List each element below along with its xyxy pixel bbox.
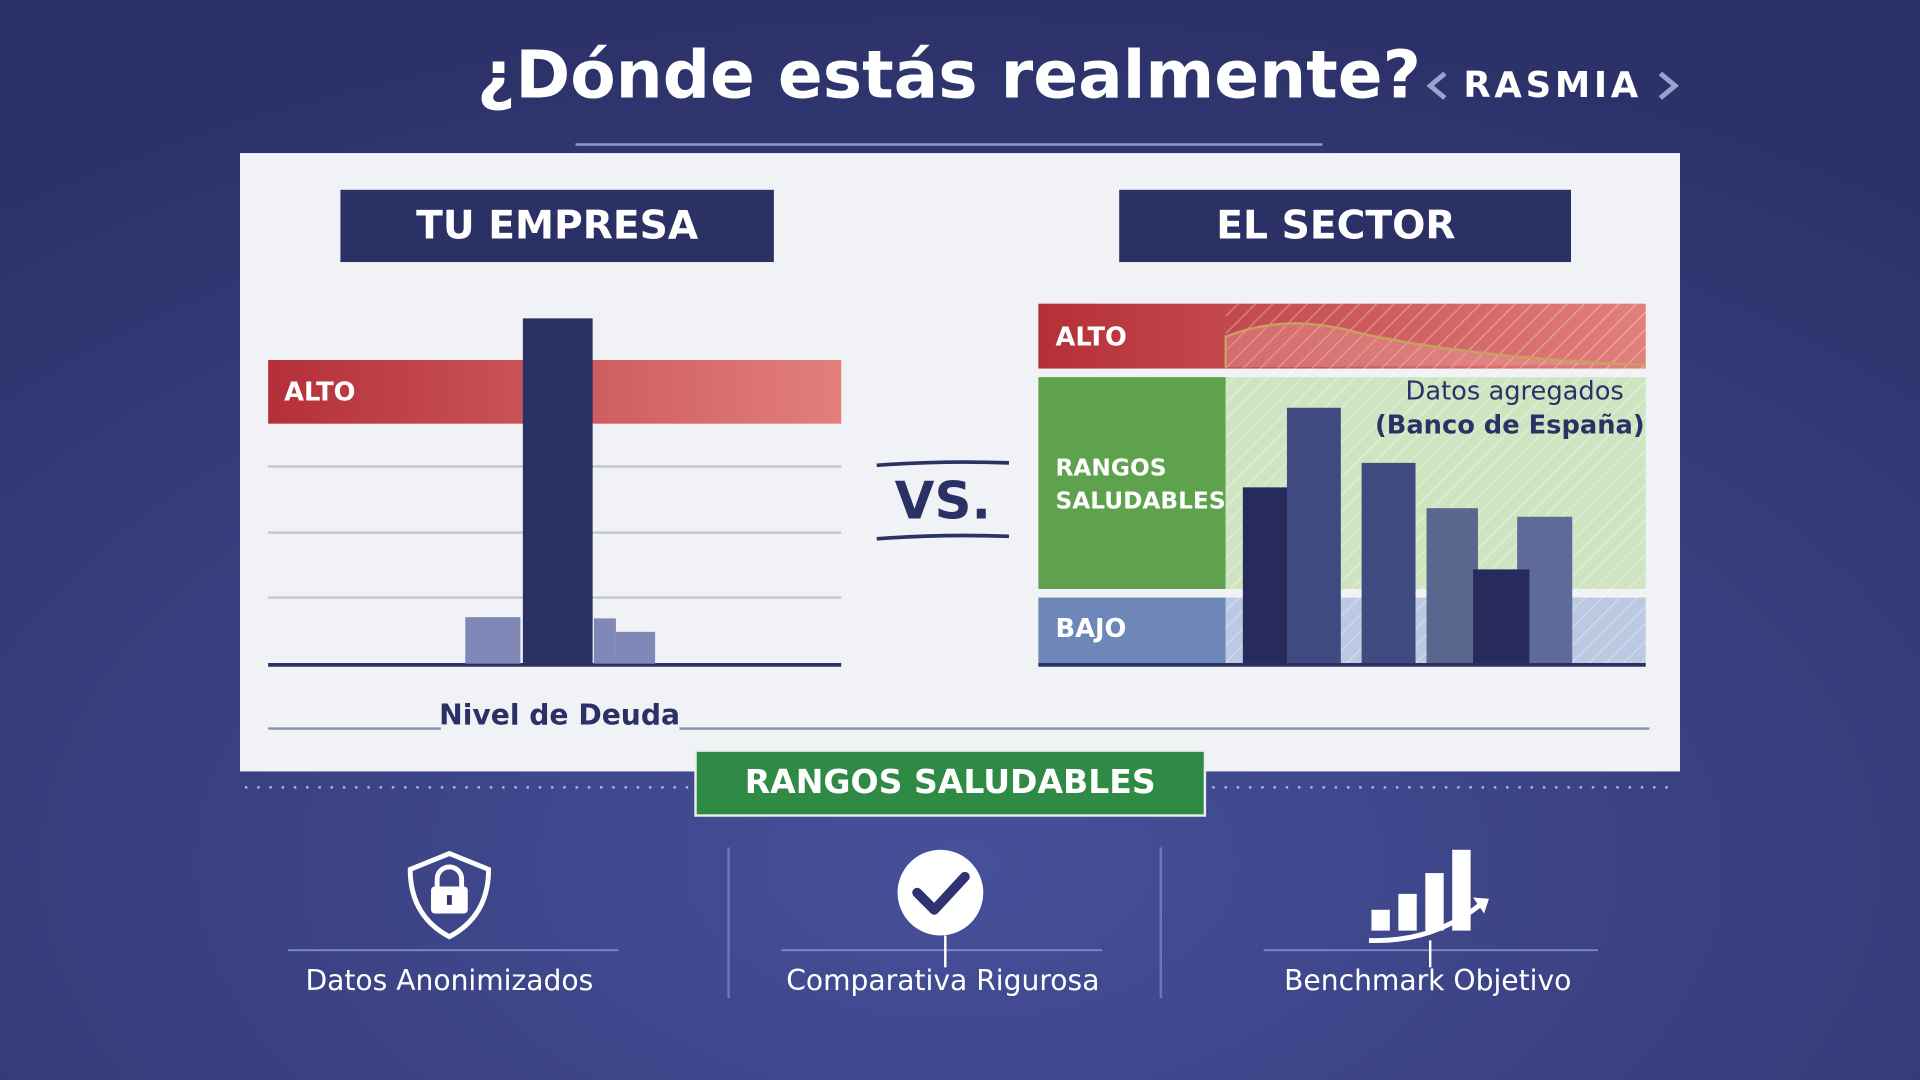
- feature-label: Benchmark Objetivo: [1284, 964, 1571, 997]
- title: ¿Dónde estás realmente?: [477, 37, 1421, 114]
- band-label: ALTO: [1056, 322, 1127, 352]
- shield-icon: [407, 850, 492, 940]
- band-label: RANGOS: [1056, 454, 1167, 481]
- company-bar: [522, 318, 593, 665]
- logo: RASMIA: [1463, 65, 1641, 106]
- feature-label: Comparativa Rigurosa: [786, 964, 1099, 997]
- healthy-band: [1038, 377, 1226, 589]
- right-header: [1119, 189, 1572, 263]
- sector-bars: [1242, 407, 1573, 665]
- right-title: EL SECTOR: [1216, 203, 1455, 248]
- band-label: ALTO: [284, 378, 355, 408]
- low-band: [1038, 597, 1226, 664]
- benchmark-icon: [1368, 849, 1489, 968]
- dividers: [727, 847, 1163, 998]
- vs: VS.: [895, 471, 991, 531]
- buildings: [465, 617, 656, 664]
- band-label: SALUDABLES: [1056, 488, 1226, 515]
- vs-rules: [876, 460, 1010, 541]
- banner: [694, 749, 1207, 817]
- feature-label: Datos Anonimizados: [305, 964, 593, 997]
- left-header: [340, 189, 774, 263]
- band-label: BAJO: [1056, 614, 1127, 644]
- note: (Banco de España): [1375, 411, 1645, 441]
- axis-label: Nivel de Deuda: [439, 698, 680, 731]
- distribution-curve: [1224, 322, 1646, 368]
- banner-text: RANGOS SALUDABLES: [745, 762, 1156, 801]
- check-icon: [897, 849, 984, 968]
- note: Datos agregados: [1406, 376, 1624, 406]
- logo-chevrons: [1426, 71, 1679, 100]
- left-title: TU EMPRESA: [416, 203, 699, 248]
